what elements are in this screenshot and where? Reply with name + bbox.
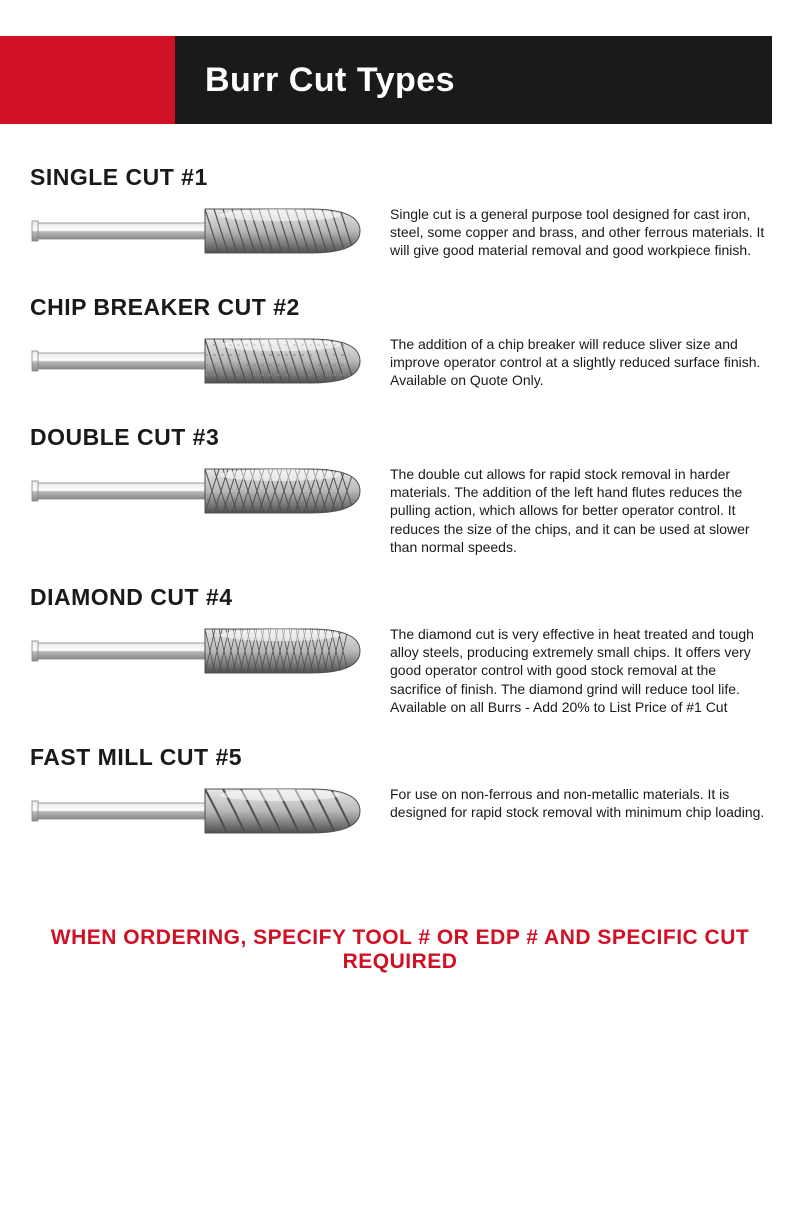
cut-section: CHIP BREAKER CUT #2	[30, 294, 770, 396]
cut-section: DIAMOND CUT #4	[30, 584, 770, 716]
cut-row: For use on non-ferrous and non-metallic …	[30, 781, 770, 846]
cut-description: For use on non-ferrous and non-metallic …	[390, 781, 770, 821]
header-bar: Burr Cut Types	[0, 36, 800, 124]
burr-illustration	[30, 331, 370, 396]
cut-description: The addition of a chip breaker will redu…	[390, 331, 770, 390]
page-title: Burr Cut Types	[205, 61, 455, 100]
cut-section: SINGLE CUT #1	[30, 164, 770, 266]
cut-heading: CHIP BREAKER CUT #2	[30, 294, 770, 321]
cut-row: Single cut is a general purpose tool des…	[30, 201, 770, 266]
cut-heading: SINGLE CUT #1	[30, 164, 770, 191]
burr-illustration	[30, 461, 370, 526]
cut-section: DOUBLE CUT #3	[30, 424, 770, 556]
content-area: SINGLE CUT #1	[0, 124, 800, 974]
burr-illustration	[30, 621, 370, 686]
cut-heading: DOUBLE CUT #3	[30, 424, 770, 451]
cut-row: The addition of a chip breaker will redu…	[30, 331, 770, 396]
cut-row: The diamond cut is very effective in hea…	[30, 621, 770, 716]
cut-heading: DIAMOND CUT #4	[30, 584, 770, 611]
ordering-note: WHEN ORDERING, SPECIFY TOOL # OR EDP # A…	[30, 926, 770, 974]
cut-heading: FAST MILL CUT #5	[30, 744, 770, 771]
header-black-bar: Burr Cut Types	[175, 36, 772, 124]
cut-row: The double cut allows for rapid stock re…	[30, 461, 770, 556]
burr-illustration	[30, 201, 370, 266]
cut-description: The diamond cut is very effective in hea…	[390, 621, 770, 716]
cut-description: The double cut allows for rapid stock re…	[390, 461, 770, 556]
burr-illustration	[30, 781, 370, 846]
cut-section: FAST MILL CUT #5	[30, 744, 770, 846]
cut-description: Single cut is a general purpose tool des…	[390, 201, 770, 260]
header-red-accent	[0, 36, 175, 124]
